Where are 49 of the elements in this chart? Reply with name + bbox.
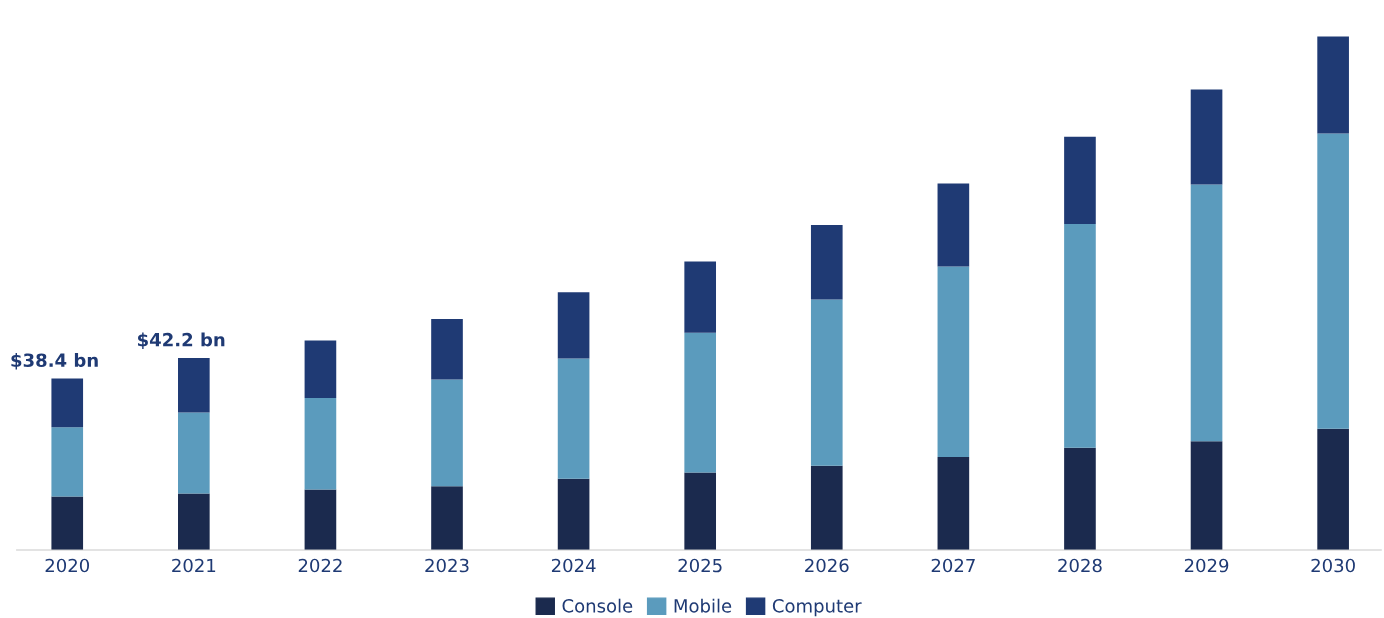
- x-tick-label: 2027: [931, 558, 975, 573]
- bar: [431, 318, 463, 380]
- bar: [51, 427, 84, 497]
- x-tick-label: 2020: [45, 558, 90, 573]
- bar: [304, 340, 337, 399]
- bar: [810, 465, 843, 551]
- x-tick-label: 2028: [1058, 558, 1102, 573]
- bar: [937, 457, 970, 551]
- bar: [1064, 223, 1096, 448]
- bar: [431, 379, 463, 487]
- bar: [557, 292, 590, 359]
- x-tick-label: 2026: [805, 558, 849, 573]
- bar: [431, 486, 463, 551]
- x-tick-label: 2030: [1311, 558, 1355, 573]
- bar: [51, 496, 84, 551]
- bar: [304, 398, 337, 490]
- bar: [304, 489, 337, 551]
- bar: [684, 261, 717, 333]
- annotation: $42.2 bn: [138, 332, 225, 349]
- bar: [1317, 36, 1349, 134]
- bar: [557, 478, 590, 551]
- x-tick-label: 2021: [172, 558, 216, 573]
- bar: [1064, 447, 1096, 551]
- x-tick-label: 2025: [678, 558, 722, 573]
- legend-label: Mobile: [674, 598, 732, 613]
- bar: [1190, 89, 1223, 185]
- bar: [810, 224, 843, 300]
- legend-label: Computer: [772, 599, 862, 617]
- bar: [684, 472, 717, 551]
- bar: [557, 358, 590, 479]
- x-tick-label: 2024: [551, 558, 596, 573]
- bar: [1317, 133, 1349, 429]
- x-tick-label: 2023: [425, 558, 469, 573]
- annotation: $38.4 bn: [11, 353, 98, 370]
- bar: [1064, 136, 1096, 224]
- legend-label: Console: [562, 598, 633, 613]
- bar: [937, 266, 970, 458]
- x-tick-label: 2022: [298, 558, 342, 573]
- bar: [1317, 428, 1349, 551]
- bar: [937, 183, 970, 267]
- bar: [810, 299, 843, 466]
- bar: [178, 357, 210, 413]
- bar: [51, 378, 84, 428]
- x-tick-label: 2029: [1184, 558, 1229, 573]
- bar: [178, 493, 210, 551]
- bar: [1190, 441, 1223, 551]
- bar: [684, 332, 717, 473]
- bar: [178, 412, 210, 494]
- bar: [1190, 184, 1223, 442]
